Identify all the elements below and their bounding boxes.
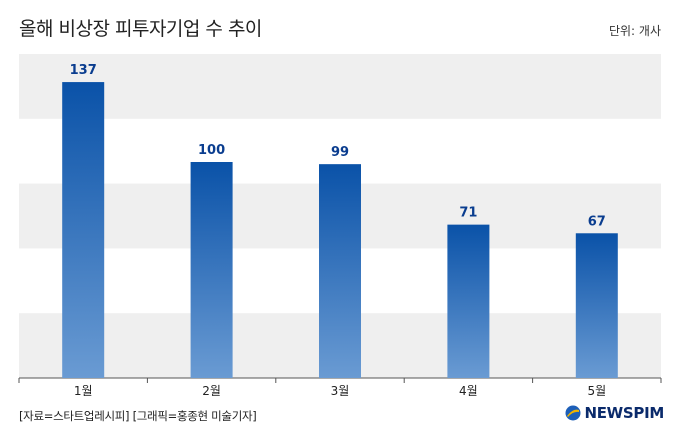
newspim-logo: NEWSPIM — [565, 404, 664, 422]
x-tick-label-3: 3월 — [331, 384, 350, 398]
x-tick-label-5: 5월 — [587, 384, 606, 398]
data-label-3: 99 — [331, 145, 349, 160]
data-label-1: 137 — [70, 63, 97, 78]
data-label-2: 100 — [198, 143, 225, 158]
bar-1 — [62, 82, 105, 378]
x-tick-label-2: 2월 — [202, 384, 221, 398]
data-label-4: 71 — [459, 206, 477, 221]
newspim-logo-icon — [565, 405, 581, 421]
bar-5 — [575, 233, 618, 378]
data-label-5: 67 — [588, 214, 606, 229]
source-credit: [자료=스타트업레시피] [그래픽=홍종현 미술기자] — [19, 409, 257, 423]
logo-text: NEWSPIM — [584, 404, 664, 422]
chart-title: 올해 비상장 피투자기업 수 추이 — [19, 18, 262, 40]
x-tick-label-4: 4월 — [459, 384, 478, 398]
bar-2 — [190, 162, 233, 378]
unit-label: 단위: 개사 — [608, 24, 661, 38]
grid-band — [19, 54, 661, 119]
x-tick-label-1: 1월 — [74, 384, 93, 398]
bar-3 — [319, 164, 361, 378]
bar-4 — [447, 224, 490, 378]
